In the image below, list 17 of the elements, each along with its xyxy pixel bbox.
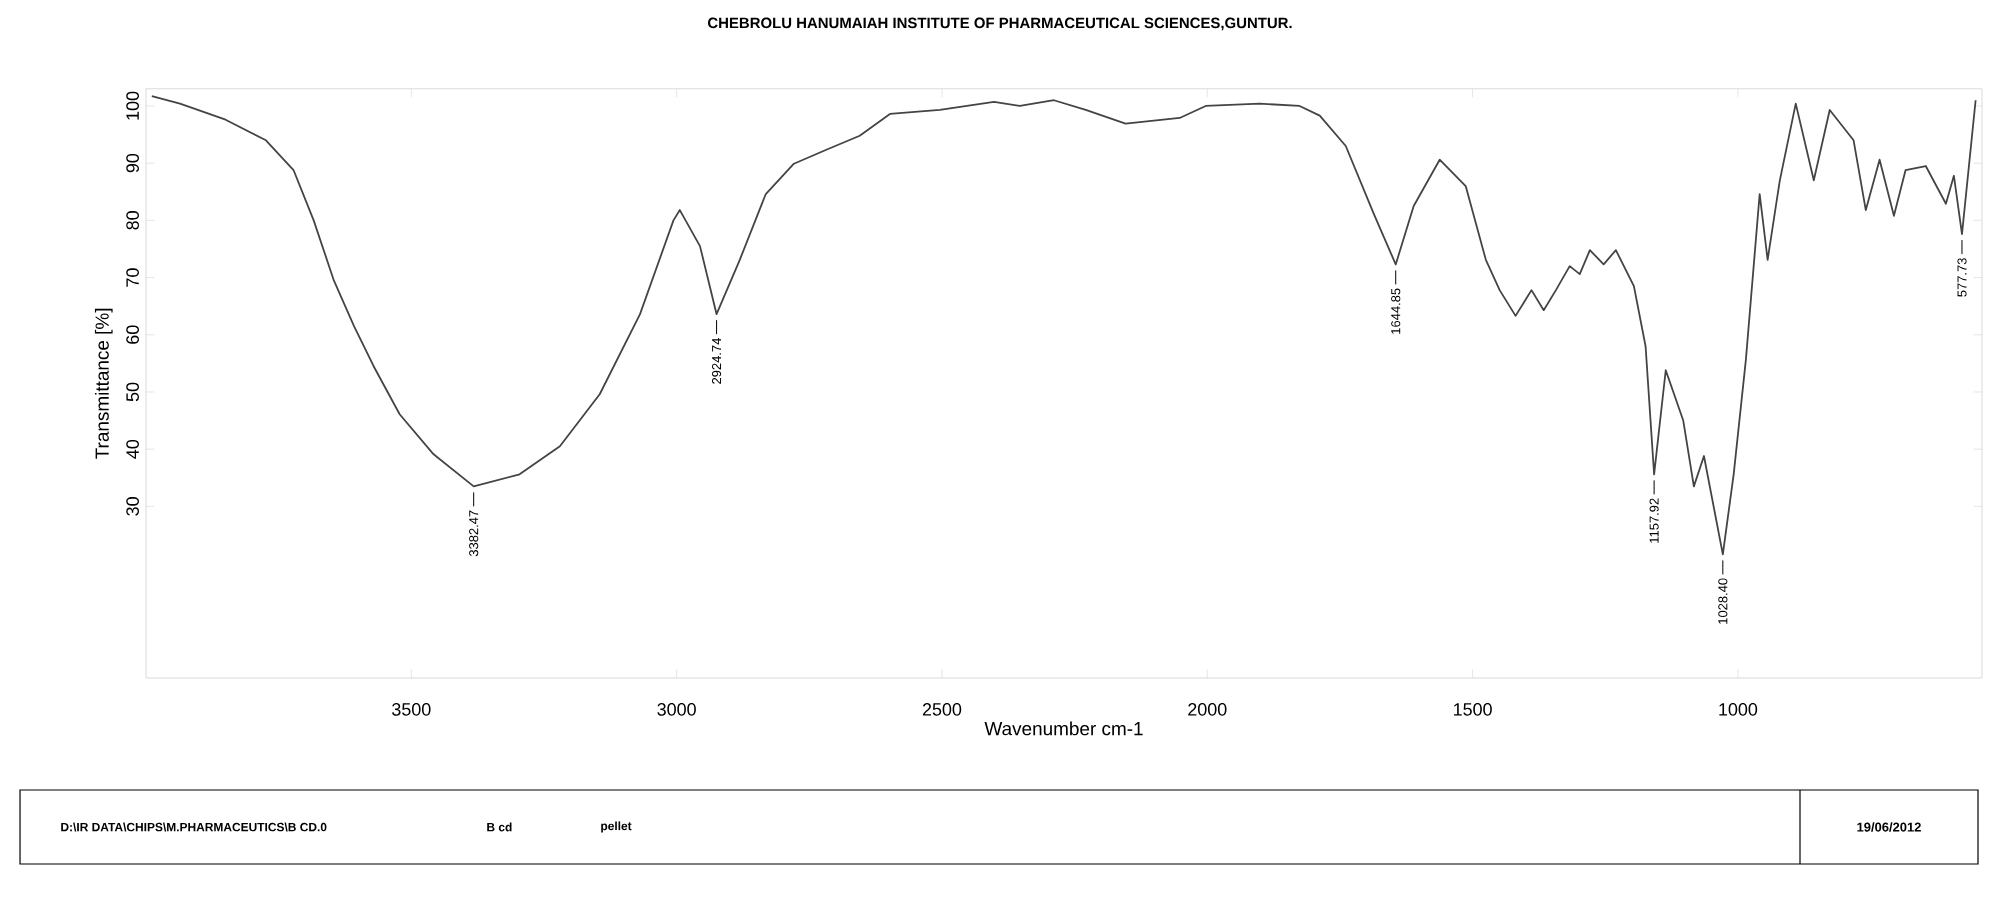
y-tick-label: 40 [126,439,139,459]
x-tick-label: 2500 [922,703,962,716]
y-tick-label: 70 [126,268,139,287]
x-tick-label: 3500 [392,703,431,716]
y-tick-label: 50 [126,382,139,402]
x-tick-label: 1500 [1454,703,1492,716]
x-tick-label: 1000 [1719,703,1758,716]
x-tick-label: 2000 [1188,703,1227,716]
line-series [150,95,1977,556]
y-tick-label: 80 [126,211,139,230]
y-tick-label: 90 [126,153,139,173]
y-tick-label: 100 [126,91,139,120]
y-tick-label: 30 [126,497,139,516]
y-tick-label: 60 [126,325,139,344]
x-axis-title: Wavenumber cm-1 [984,721,1143,736]
y-axis-title: Transmittance [%] [94,308,113,459]
x-tick-label: 3000 [657,703,696,716]
